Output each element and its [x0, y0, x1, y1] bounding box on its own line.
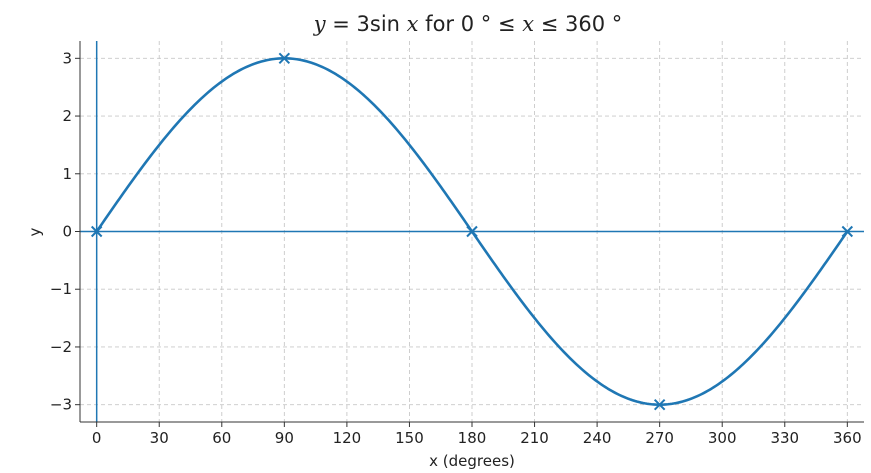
x-tick-label: 330	[770, 429, 799, 447]
title-mid: for 0 ° ≤	[419, 12, 523, 36]
x-tick-label: 300	[708, 429, 737, 447]
x-tick-label: 210	[520, 429, 549, 447]
x-tick-label: 60	[212, 429, 231, 447]
x-marker-stroke	[466, 225, 478, 238]
title-end: ≤ 360 °	[534, 12, 622, 36]
x-marker-point	[653, 398, 666, 411]
title-var2: x	[522, 12, 534, 36]
x-tick-label: 120	[333, 429, 362, 447]
x-marker-stroke	[841, 225, 854, 238]
axes	[75, 41, 864, 427]
tick-labels: 0 30 60 90 120 150 180 210 240 270 300 330 360−3−2−1…	[50, 49, 862, 447]
x-tick-label: 270	[645, 429, 674, 447]
y-tick-label: 3	[62, 49, 72, 67]
y-tick-label: −2	[50, 338, 72, 356]
x-tick-label: 240	[583, 429, 612, 447]
x-tick-label: 360	[833, 429, 862, 447]
x-marker-stroke	[90, 225, 103, 238]
x-tick-label: 150	[395, 429, 424, 447]
x-tick-label: 180	[458, 429, 487, 447]
y-tick-label: 1	[62, 165, 72, 183]
y-tick-label: 0	[62, 223, 72, 241]
chart-title: y = 3sin x for 0 ° ≤ x ≤ 360 °	[313, 12, 623, 36]
y-axis-label: y	[26, 227, 44, 236]
x-tick-label: 30	[150, 429, 169, 447]
title-lhs: y	[313, 12, 327, 36]
title-var: x	[407, 12, 419, 36]
x-marker-point	[841, 225, 854, 238]
x-marker-point	[278, 52, 291, 65]
x-tick-label: 0	[92, 429, 102, 447]
y-tick-label: −3	[50, 396, 72, 414]
x-marker-point	[90, 225, 103, 238]
y-tick-label: 2	[62, 107, 72, 125]
x-marker-stroke	[278, 52, 291, 65]
title-eq: = 3sin	[326, 12, 407, 36]
x-marker-point	[466, 225, 478, 238]
x-axis-label: x (degrees)	[429, 452, 515, 470]
x-marker-stroke	[653, 398, 666, 411]
y-tick-label: −1	[50, 280, 72, 298]
x-tick-label: 90	[275, 429, 294, 447]
markers	[90, 52, 854, 411]
